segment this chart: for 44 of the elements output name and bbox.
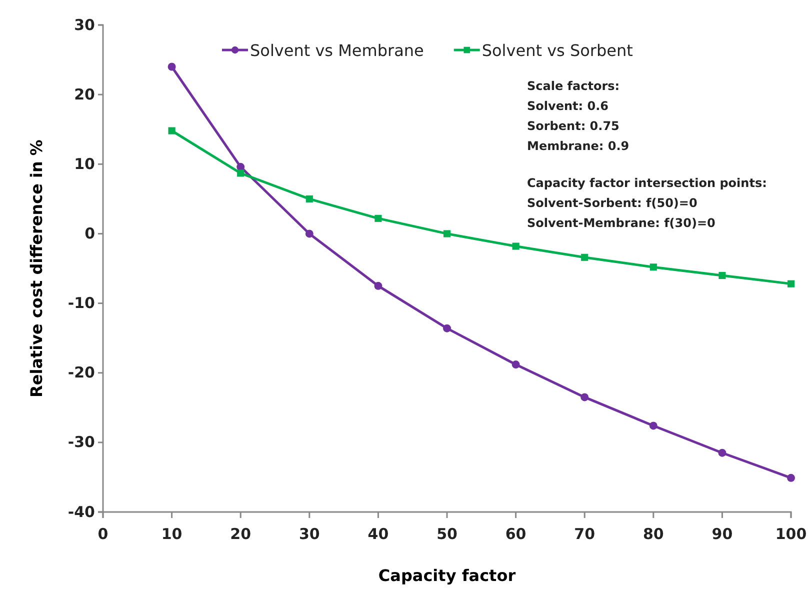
point: [374, 214, 382, 222]
x-tick-label: 70: [574, 525, 596, 543]
x-tick-label: 20: [230, 525, 252, 543]
point: [305, 230, 314, 238]
point: [237, 170, 244, 177]
x-tick-label: 30: [298, 525, 320, 543]
point: [649, 422, 658, 430]
point: [443, 230, 451, 238]
point: [168, 62, 176, 71]
x-axis-title: Capacity factor: [378, 566, 516, 585]
legend-label: Solvent vs Sorbent: [482, 41, 633, 60]
x-tick-label: 0: [98, 525, 108, 543]
x-tick-label: 100: [775, 525, 807, 543]
point: [787, 474, 795, 482]
point: [718, 448, 726, 457]
y-tick-label: -30: [68, 433, 95, 452]
point: [580, 393, 589, 402]
point: [650, 264, 657, 271]
y-tick-label: -40: [68, 502, 95, 521]
annotation: Capacity factor intersection points: Solvent-Sorbent: f(50)=0 Solvent-Membrane: f(30)=0: [527, 176, 767, 230]
point: [787, 280, 795, 288]
x-tick-label: 60: [505, 525, 526, 543]
point: [306, 195, 313, 202]
annotation: Scale factors: Solvent: 0.6 Sorbent: 0.75 Membrane: 0.9: [527, 79, 630, 153]
x-tick-label: 90: [712, 525, 733, 543]
point: [443, 324, 451, 332]
point: [512, 242, 520, 250]
point: [718, 272, 726, 279]
y-tick-label: 30: [74, 16, 95, 34]
legend-label: Solvent vs Membrane: [250, 41, 424, 60]
y-tick-label: -20: [68, 364, 95, 382]
x-tick-label: 40: [368, 525, 389, 543]
y-tick-label: 10: [74, 154, 95, 173]
x-tick-label: 80: [642, 525, 664, 543]
point: [512, 360, 520, 368]
y-tick-label: 20: [74, 85, 95, 104]
y-tick-label: 0: [84, 224, 95, 243]
y-tick-label: -10: [68, 294, 95, 312]
point: [168, 127, 176, 134]
x-tick-label: 50: [436, 525, 458, 543]
point: [581, 254, 588, 261]
point: [374, 282, 382, 290]
y-axis-title: Relative cost difference in %: [27, 140, 46, 398]
x-tick-label: 10: [161, 525, 182, 543]
